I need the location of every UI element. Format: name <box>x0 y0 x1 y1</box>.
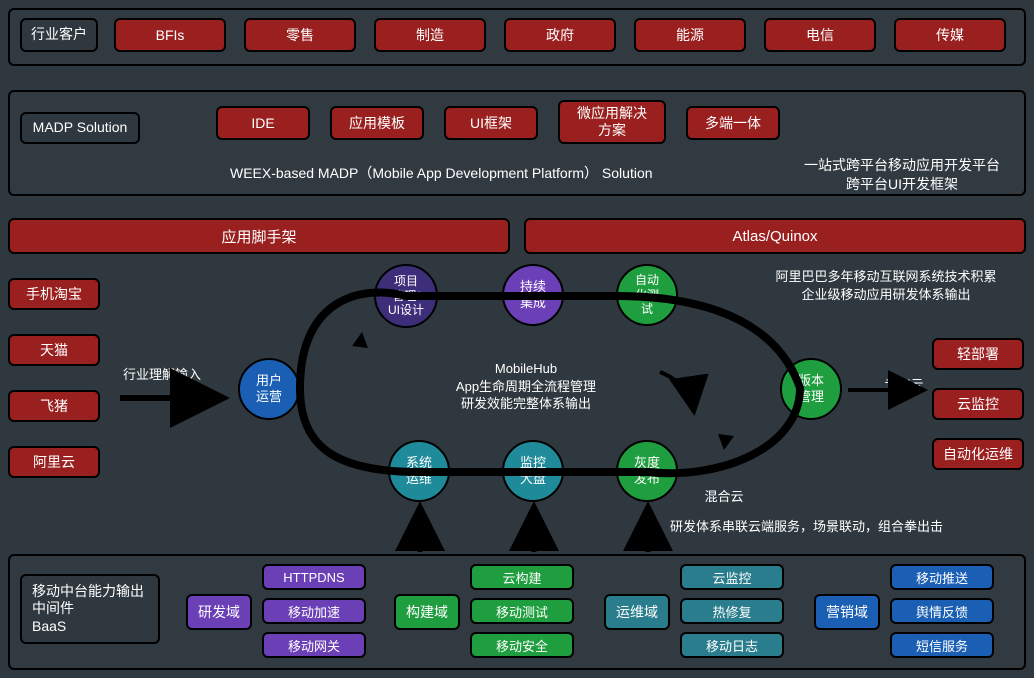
bar-right: Atlas/Quinox <box>524 218 1026 254</box>
domain-2-svc-1: 热修复 <box>680 598 784 624</box>
right-box-0: 轻部署 <box>932 338 1024 370</box>
bottom-label: 移动中台能力输出 中间件 BaaS <box>20 574 160 644</box>
domain-1-svc-0: 云构建 <box>470 564 574 590</box>
right-arrow-label: 专有云 <box>874 376 934 394</box>
domain-2: 运维域 <box>604 594 670 630</box>
left-arrow-label: 行业理解输入 <box>112 366 212 384</box>
left-app-2: 飞猪 <box>8 390 100 422</box>
domain-3: 营销域 <box>814 594 880 630</box>
bottom-center-label: 混合云 <box>694 488 754 506</box>
domain-1: 构建域 <box>394 594 460 630</box>
circle-ci: 持续 集成 <box>502 264 564 326</box>
domain-0: 研发域 <box>186 594 252 630</box>
row2-item-0: IDE <box>216 106 310 140</box>
circle-monitor: 监控 大盘 <box>502 440 564 502</box>
domain-0-svc-1: 移动加速 <box>262 598 366 624</box>
row1-label: 行业客户 <box>20 18 98 52</box>
circle-sys-ops: 系统 运维 <box>388 440 450 502</box>
row2-label: MADP Solution <box>20 112 140 144</box>
left-app-3: 阿里云 <box>8 446 100 478</box>
row1-item-5: 电信 <box>764 18 876 52</box>
circle-proj-mgmt: 项目 管理/ UI设计 <box>374 264 438 328</box>
row2-item-1: 应用模板 <box>330 106 424 140</box>
domain-0-svc-2: 移动网关 <box>262 632 366 658</box>
circle-auto-test: 自动 化测 试 <box>616 264 678 326</box>
row1-item-3: 政府 <box>504 18 616 52</box>
row1-item-6: 传媒 <box>894 18 1006 52</box>
right-top-note: 阿里巴巴多年移动互联网系统技术积累 企业级移动应用研发体系输出 <box>744 268 1028 303</box>
row2-item-2: UI框架 <box>444 106 538 140</box>
center-note: MobileHub App生命周期全流程管理 研发效能完整体系输出 <box>416 360 636 413</box>
right-box-2: 自动化运维 <box>932 438 1024 470</box>
bottom-center-note: 研发体系串联云端服务，场景联动，组合拳出击 <box>670 518 1030 536</box>
row1-item-0: BFIs <box>114 18 226 52</box>
row1-item-4: 能源 <box>634 18 746 52</box>
row1-item-1: 零售 <box>244 18 356 52</box>
left-app-0: 手机淘宝 <box>8 278 100 310</box>
left-app-1: 天猫 <box>8 334 100 366</box>
circle-gray-rel: 灰度 发布 <box>616 440 678 502</box>
row2-right-note: 一站式跨平台移动应用开发平台 跨平台UI开发框架 <box>784 156 1020 194</box>
circle-user-ops: 用户 运营 <box>238 358 300 420</box>
domain-1-svc-1: 移动测试 <box>470 598 574 624</box>
right-box-1: 云监控 <box>932 388 1024 420</box>
row2-item-4: 多端一体 <box>686 106 780 140</box>
domain-0-svc-0: HTTPDNS <box>262 564 366 590</box>
domain-3-svc-2: 短信服务 <box>890 632 994 658</box>
domain-3-svc-1: 舆情反馈 <box>890 598 994 624</box>
domain-2-svc-2: 移动日志 <box>680 632 784 658</box>
domain-2-svc-0: 云监控 <box>680 564 784 590</box>
row2-item-3: 微应用解决 方案 <box>558 100 666 144</box>
domain-1-svc-2: 移动安全 <box>470 632 574 658</box>
row1-item-2: 制造 <box>374 18 486 52</box>
row2-subtitle: WEEX-based MADP（Mobile App Development P… <box>230 164 750 183</box>
bar-left: 应用脚手架 <box>8 218 510 254</box>
domain-3-svc-0: 移动推送 <box>890 564 994 590</box>
circle-version: 版本 管理 <box>780 358 842 420</box>
